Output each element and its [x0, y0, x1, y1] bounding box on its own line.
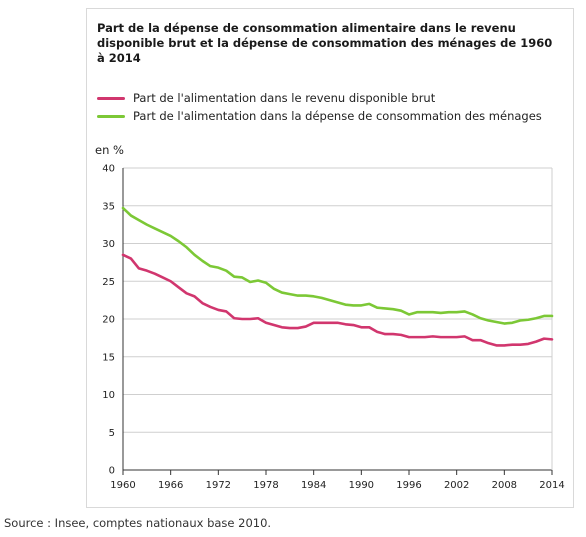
- y-tick-label-25: 25: [102, 277, 115, 288]
- y-tick-label-0: 0: [109, 466, 115, 477]
- legend-item-depense: Part de l'alimentation dans la dépense d…: [97, 107, 542, 125]
- x-tick-label-1990: 1990: [349, 480, 374, 491]
- x-tick-label-2014: 2014: [539, 480, 564, 491]
- legend-swatch-depense: [97, 114, 125, 118]
- x-tick-label-1966: 1966: [158, 480, 183, 491]
- series-lines: [121, 206, 554, 347]
- chart-legend: Part de l'alimentation dans le revenu di…: [97, 89, 542, 125]
- legend-label-depense: Part de l'alimentation dans la dépense d…: [133, 109, 542, 123]
- y-tick-label-20: 20: [102, 315, 115, 326]
- y-tick-label-15: 15: [102, 352, 115, 363]
- y-tick-label-35: 35: [102, 201, 115, 212]
- series-line-depense: [121, 206, 554, 325]
- y-tick-label-10: 10: [102, 390, 115, 401]
- grid-lines: [122, 167, 553, 471]
- series-line-revenu: [121, 253, 554, 347]
- y-axis-ticks: 0 5 10 15 20 25 30 35 40: [102, 164, 115, 477]
- chart-title: Part de la dépense de consommation alime…: [97, 21, 553, 65]
- x-axis-ticks: 1960 1966 1972 1978 1984 1990 1996 2002 2008 2014: [110, 470, 565, 491]
- x-tick-label-1996: 1996: [396, 480, 421, 491]
- legend-item-revenu: Part de l'alimentation dans le revenu di…: [97, 89, 542, 107]
- legend-label-revenu: Part de l'alimentation dans le revenu di…: [133, 91, 436, 105]
- x-tick-label-2002: 2002: [444, 480, 469, 491]
- y-tick-label-30: 30: [102, 239, 115, 250]
- source-note: Source : Insee, comptes nationaux base 2…: [4, 516, 272, 530]
- y-tick-label-40: 40: [102, 164, 115, 175]
- x-tick-label-1978: 1978: [253, 480, 278, 491]
- line-chart-plot: 0 5 10 15 20 25 30 35 40 1960 1966 1972 1978 1984 199…: [102, 164, 565, 492]
- x-tick-label-1972: 1972: [206, 480, 231, 491]
- x-tick-label-1960: 1960: [110, 480, 135, 491]
- y-axis-unit-label: en %: [95, 143, 124, 157]
- chart-card: Part de la dépense de consommation alime…: [86, 8, 574, 508]
- x-tick-label-1984: 1984: [301, 480, 326, 491]
- legend-swatch-revenu: [97, 96, 125, 100]
- y-tick-label-5: 5: [109, 428, 115, 439]
- x-tick-label-2008: 2008: [492, 480, 517, 491]
